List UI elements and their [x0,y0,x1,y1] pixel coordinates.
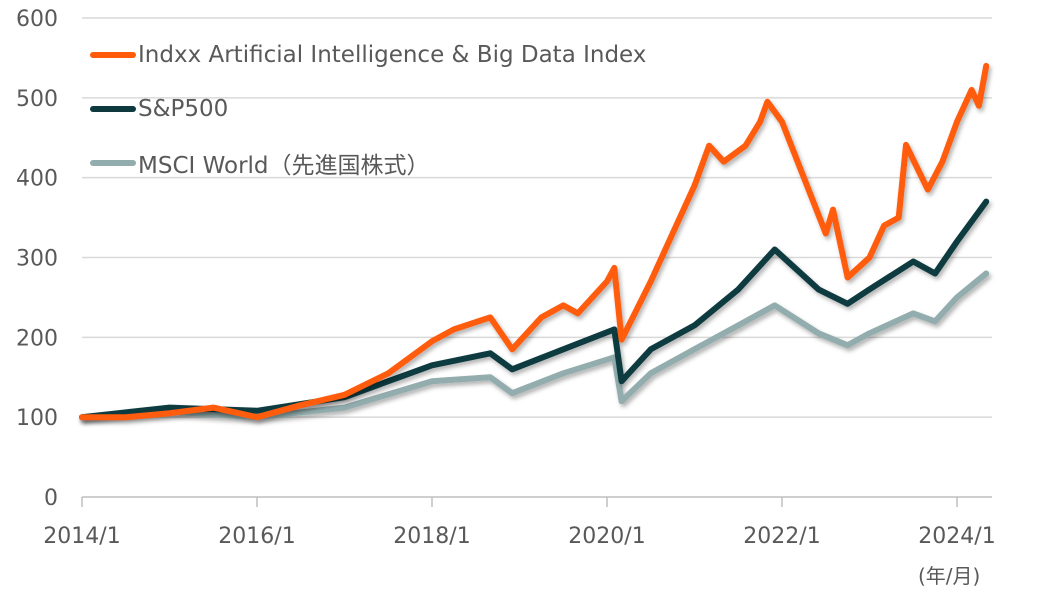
legend-item-msci-world: MSCI World（先進国株式） [90,136,646,190]
x-tick-label: 2014/1 [43,524,120,549]
y-tick-label: 400 [16,167,58,192]
series-line-sp500 [79,198,990,421]
legend-swatch-sp500 [90,106,136,112]
x-tick-label: 2016/1 [218,524,295,549]
y-tick-label: 100 [16,406,58,431]
legend: Indxx Artificial Intelligence & Big Data… [90,28,646,190]
legend-label-ai-index: Indxx Artificial Intelligence & Big Data… [138,42,647,68]
y-tick-label: 200 [16,326,58,351]
y-tick-label: 0 [44,486,58,511]
legend-item-sp500: S&P500 [90,82,646,136]
x-tick-label: 2024/1 [918,524,995,549]
legend-label-sp500: S&P500 [138,96,229,122]
series-line-msci-world [79,270,990,421]
series-line-ai-index [79,62,990,421]
legend-item-ai-index: Indxx Artificial Intelligence & Big Data… [90,28,646,82]
y-tick-label: 600 [16,7,58,32]
x-tick-label: 2018/1 [393,524,470,549]
y-tick-label: 500 [16,87,58,112]
x-tick-label: 2020/1 [568,524,645,549]
legend-label-msci-world: MSCI World（先進国株式） [138,153,430,179]
x-tick-label: 2022/1 [743,524,820,549]
legend-swatch-msci-world [90,160,136,166]
legend-swatch-ai-index [90,52,136,58]
x-unit-label: (年/月) [918,564,981,588]
y-tick-label: 300 [16,247,58,272]
